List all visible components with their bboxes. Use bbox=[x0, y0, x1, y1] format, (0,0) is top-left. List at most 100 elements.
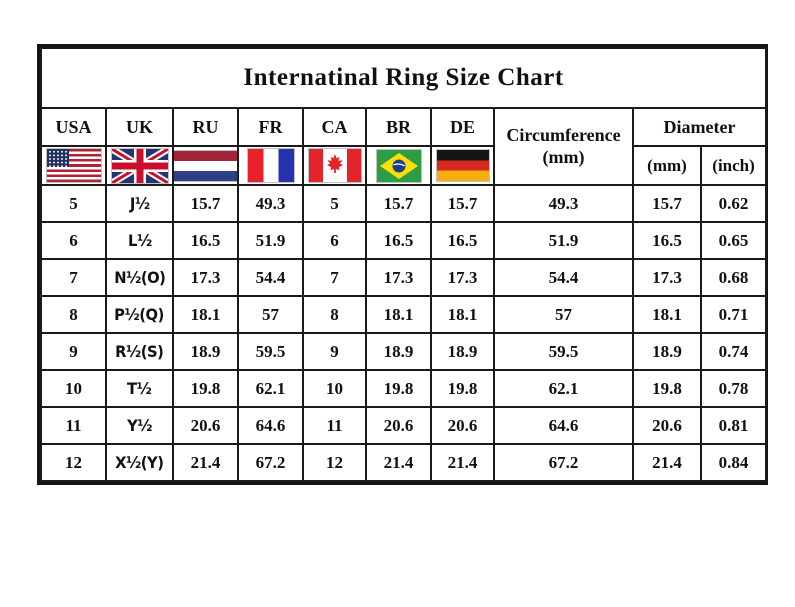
ru-size-cell: 16.5 bbox=[172, 221, 239, 260]
uk-size-cell: R½(S) bbox=[105, 332, 174, 371]
circumference-cell: 59.5 bbox=[493, 332, 634, 371]
ca-size-cell: 9 bbox=[302, 332, 367, 371]
uk-size-value: J½ bbox=[129, 193, 150, 213]
ru-flag-icon bbox=[175, 150, 236, 181]
title-row: Internatinal Ring Size Chart bbox=[39, 47, 768, 109]
uk-size-cell: X½(Y) bbox=[105, 443, 174, 482]
fr-size-cell: 49.3 bbox=[237, 184, 304, 223]
de-size-cell: 21.4 bbox=[430, 443, 495, 482]
diameter-inch-cell: 0.74 bbox=[699, 332, 768, 371]
ru-size-cell: 18.9 bbox=[172, 332, 239, 371]
circumference-label: Circumference bbox=[506, 124, 621, 145]
fr-size-cell: 54.4 bbox=[237, 258, 304, 297]
column-header-uk: UK bbox=[105, 107, 174, 147]
column-header-circumference: Circumference (mm) bbox=[493, 107, 634, 186]
column-header-ca: CA bbox=[302, 107, 367, 147]
usa-flag-cell bbox=[40, 145, 107, 186]
circumference-cell: 64.6 bbox=[493, 406, 634, 445]
uk-flag-icon bbox=[111, 148, 168, 183]
uk-flag-cell bbox=[105, 145, 174, 186]
fr-size-cell: 67.2 bbox=[237, 443, 304, 482]
usa-size-cell: 7 bbox=[40, 258, 107, 297]
de-size-cell: 18.1 bbox=[430, 295, 495, 334]
usa-size-cell: 5 bbox=[40, 184, 107, 223]
uk-size-value: R½(S) bbox=[115, 341, 164, 361]
chart-title: Internatinal Ring Size Chart bbox=[39, 47, 768, 109]
br-size-cell: 16.5 bbox=[365, 221, 432, 260]
column-header-diameter-inch: (inch) bbox=[699, 145, 768, 186]
ring-size-table: Internatinal Ring Size Chart USA UK RU F… bbox=[39, 47, 768, 482]
usa-size-cell: 12 bbox=[40, 443, 107, 482]
diameter-mm-cell: 17.3 bbox=[632, 258, 702, 297]
diameter-mm-cell: 18.9 bbox=[632, 332, 702, 371]
column-header-usa: USA bbox=[40, 107, 107, 147]
circumference-cell: 67.2 bbox=[493, 443, 634, 482]
de-size-cell: 20.6 bbox=[430, 406, 495, 445]
table-row: 5 J½ 15.7 49.3 5 15.7 15.7 49.3 15.7 0.62 bbox=[40, 184, 768, 223]
uk-size-cell: P½(Q) bbox=[105, 295, 174, 334]
ru-size-cell: 15.7 bbox=[172, 184, 239, 223]
de-flag-cell bbox=[430, 145, 495, 186]
ca-size-cell: 8 bbox=[302, 295, 367, 334]
column-header-ru: RU bbox=[172, 107, 239, 147]
ru-size-cell: 18.1 bbox=[172, 295, 239, 334]
fr-size-cell: 57 bbox=[237, 295, 304, 334]
circumference-cell: 49.3 bbox=[493, 184, 634, 223]
table-row: 12 X½(Y) 21.4 67.2 12 21.4 21.4 67.2 21.4 0.84 bbox=[40, 443, 768, 482]
usa-size-cell: 8 bbox=[40, 295, 107, 334]
circumference-cell: 51.9 bbox=[493, 221, 634, 260]
diameter-mm-cell: 19.8 bbox=[632, 369, 702, 408]
ca-size-cell: 10 bbox=[302, 369, 367, 408]
diameter-inch-cell: 0.81 bbox=[699, 406, 768, 445]
diameter-mm-cell: 18.1 bbox=[632, 295, 702, 334]
br-flag-cell bbox=[365, 145, 432, 186]
ru-size-cell: 21.4 bbox=[172, 443, 239, 482]
de-size-cell: 16.5 bbox=[430, 221, 495, 260]
ca-flag-icon bbox=[308, 149, 361, 182]
br-size-cell: 20.6 bbox=[365, 406, 432, 445]
uk-size-value: T½ bbox=[127, 378, 152, 398]
ru-size-cell: 19.8 bbox=[172, 369, 239, 408]
table-row: 7 N½(O) 17.3 54.4 7 17.3 17.3 54.4 17.3 0.68 bbox=[40, 258, 768, 297]
diameter-mm-cell: 15.7 bbox=[632, 184, 702, 223]
diameter-inch-cell: 0.78 bbox=[699, 369, 768, 408]
de-size-cell: 15.7 bbox=[430, 184, 495, 223]
uk-size-value: N½(O) bbox=[113, 267, 166, 287]
uk-size-value: L½ bbox=[127, 230, 152, 250]
diameter-inch-cell: 0.65 bbox=[699, 221, 768, 260]
fr-flag-icon bbox=[247, 149, 294, 182]
fr-size-cell: 62.1 bbox=[237, 369, 304, 408]
ca-size-cell: 11 bbox=[302, 406, 367, 445]
column-header-de: DE bbox=[430, 107, 495, 147]
ca-flag-cell bbox=[302, 145, 367, 186]
diameter-inch-cell: 0.62 bbox=[699, 184, 768, 223]
table-row: 6 L½ 16.5 51.9 6 16.5 16.5 51.9 16.5 0.65 bbox=[40, 221, 768, 260]
fr-size-cell: 64.6 bbox=[237, 406, 304, 445]
usa-size-cell: 11 bbox=[40, 406, 107, 445]
uk-size-cell: J½ bbox=[105, 184, 174, 223]
column-header-fr: FR bbox=[237, 107, 304, 147]
column-header-diameter-mm: (mm) bbox=[632, 145, 702, 186]
diameter-inch-cell: 0.68 bbox=[699, 258, 768, 297]
ca-size-cell: 6 bbox=[302, 221, 367, 260]
diameter-mm-cell: 20.6 bbox=[632, 406, 702, 445]
ring-size-rows: 5 J½ 15.7 49.3 5 15.7 15.7 49.3 15.7 0.62 6 L½ 16.5 5… bbox=[40, 184, 768, 482]
br-flag-icon bbox=[376, 149, 421, 182]
br-size-cell: 15.7 bbox=[365, 184, 432, 223]
fr-size-cell: 51.9 bbox=[237, 221, 304, 260]
ca-size-cell: 12 bbox=[302, 443, 367, 482]
ru-flag-cell bbox=[172, 145, 239, 186]
br-size-cell: 18.9 bbox=[365, 332, 432, 371]
country-code-row: USA UK RU FR CA BR DE Circumference (mm)… bbox=[40, 107, 768, 186]
circumference-cell: 57 bbox=[493, 295, 634, 334]
circumference-cell: 62.1 bbox=[493, 369, 634, 408]
br-size-cell: 19.8 bbox=[365, 369, 432, 408]
circumference-cell: 54.4 bbox=[493, 258, 634, 297]
usa-size-cell: 10 bbox=[40, 369, 107, 408]
diameter-mm-cell: 16.5 bbox=[632, 221, 702, 260]
flag-row: (mm) (inch) bbox=[40, 145, 768, 186]
diameter-mm-cell: 21.4 bbox=[632, 443, 702, 482]
fr-size-cell: 59.5 bbox=[237, 332, 304, 371]
circumference-unit: (mm) bbox=[542, 146, 585, 167]
